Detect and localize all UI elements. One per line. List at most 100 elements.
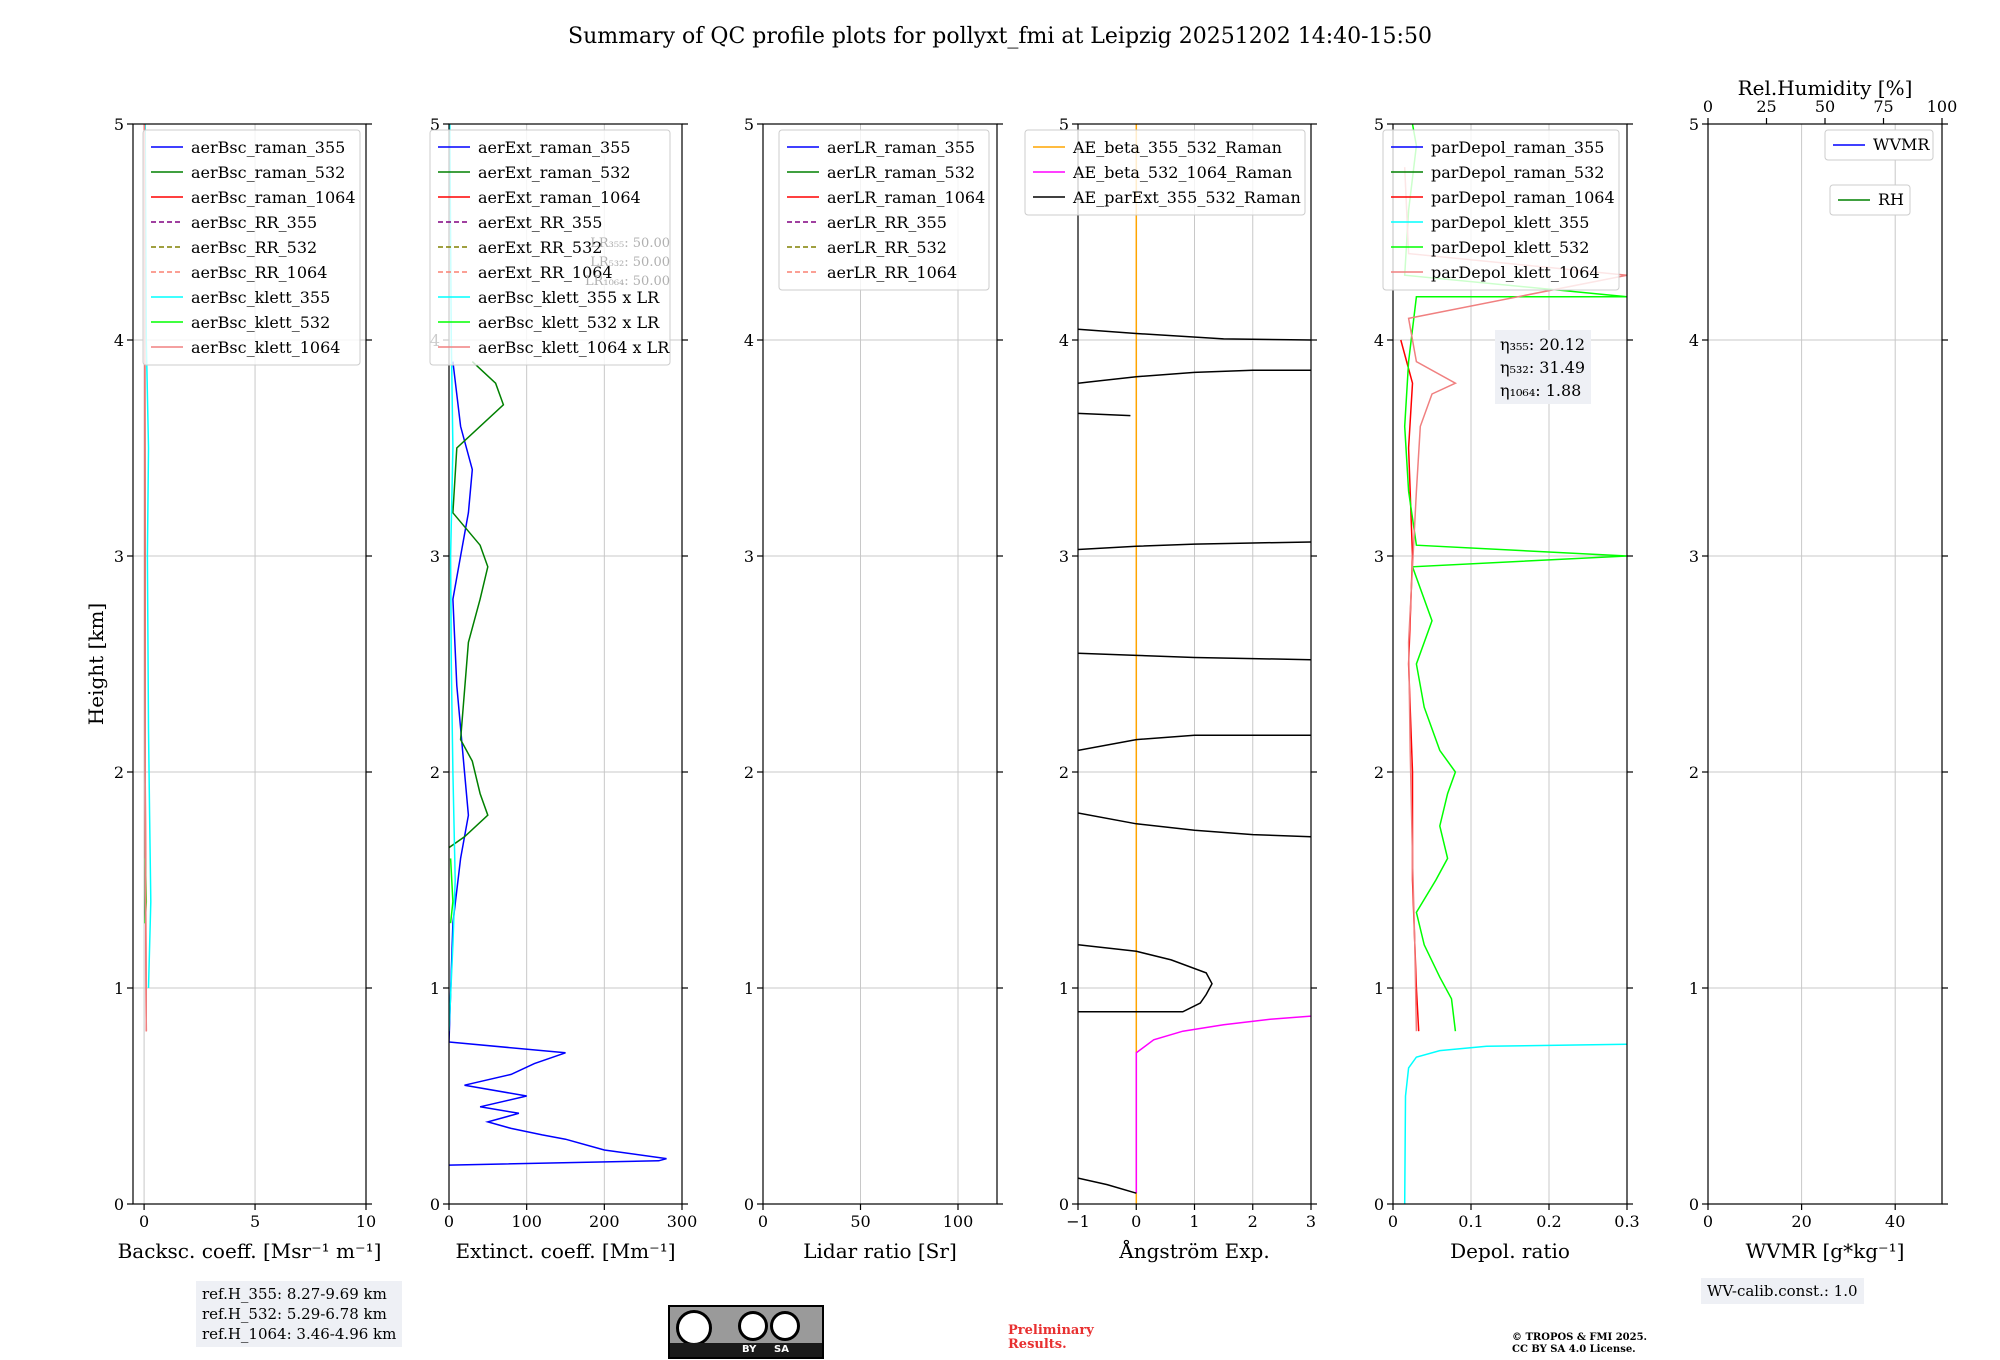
panel-wv: 0 20 40 0 1 2 3 4 5 WVMR [g*kg⁻¹] 0 25 50 75 100 Rel.Hu…	[1689, 76, 1957, 1263]
eta-annotation-box	[1495, 330, 1591, 404]
axes-frame-ext	[448, 123, 683, 1205]
eta-annotation: η₃₅₅: 20.12	[1500, 335, 1585, 354]
x-tick-label: 3	[1306, 1212, 1316, 1231]
eta-annotation: η₁₀₆₄: 1.88	[1500, 381, 1581, 400]
axes-frame-depol	[1392, 123, 1628, 1205]
legend-box	[1024, 129, 1306, 216]
panel-depol: 0 0.1 0.2 0.3 0 1 2 3 4 5 Depol. ratio parDepol_ram…	[1374, 115, 1640, 1263]
x-tick-label: 10	[356, 1212, 376, 1231]
plot-area-depol	[1400, 124, 1627, 1204]
x-tick-label: 300	[667, 1212, 698, 1231]
axes-frame-wv	[1707, 123, 1943, 1205]
x-tick-label: 5	[250, 1212, 260, 1231]
reference-height-note: ref.H_355: 8.27-9.69 km ref.H_532: 5.29-…	[196, 1281, 403, 1347]
x-axis-label-wv: WVMR [g*kg⁻¹]	[1746, 1239, 1905, 1263]
x-axis-label-depol: Depol. ratio	[1450, 1239, 1570, 1263]
x-tick-label: 0	[1388, 1212, 1398, 1231]
y-tick-label: 0	[1689, 1195, 1699, 1214]
legend-label-aerBsc_RR_1064: aerBsc_RR_1064	[191, 263, 327, 282]
legend-label-aerBsc_klett_532: aerBsc_klett_532	[191, 313, 330, 332]
ae-parext-segment-2	[1078, 734, 1311, 752]
lr-annotation: LR₁₀₆₄: 50.00	[585, 274, 670, 289]
series-parDepol_klett_532	[1403, 124, 1627, 1032]
legend-label-aerBsc_raman_532: aerBsc_raman_532	[191, 163, 345, 182]
x-tick-label: 0.3	[1614, 1212, 1639, 1231]
x-tick-label: 200	[589, 1212, 620, 1231]
x-tick-label: 50	[850, 1212, 870, 1231]
legend-ext: aerExt_raman_355 aerExt_raman_532 aerExt_r…	[429, 129, 671, 366]
series-aerBsc_klett_532 x LR	[449, 858, 454, 924]
y-tick-label: 2	[1374, 763, 1384, 782]
legend-label-aerBsc_klett_355 x LR: aerBsc_klett_355 x LR	[478, 288, 660, 307]
refH-532: ref.H_532: 5.29-6.78 km	[202, 1305, 387, 1323]
x-tick-label: 0.2	[1536, 1212, 1561, 1231]
panel-ext: 0100200300012345Extinct. coeff. [Mm⁻¹]ae…	[429, 115, 698, 1263]
ae-parext-segment-0	[1078, 944, 1213, 1013]
top-tick-label: 50	[1815, 97, 1835, 116]
y-tick-label: 1	[744, 979, 754, 998]
axes-frame-bsc	[132, 123, 367, 1205]
badge-sa-label: SA	[774, 1344, 789, 1355]
legend-label-aerBsc_RR_355: aerBsc_RR_355	[191, 213, 317, 232]
legend-box	[778, 129, 990, 291]
x-tick-label: 1	[1189, 1212, 1199, 1231]
top-tick-label: 100	[1927, 97, 1958, 116]
copyright-line-1: © TROPOS & FMI 2025.	[1512, 1332, 1648, 1343]
y-tick-label: 4	[114, 331, 124, 350]
legend-box	[429, 129, 671, 366]
x-tick-label: −1	[1066, 1212, 1090, 1231]
legend-depol: parDepol_raman_355 parDepol_raman_532 parD…	[1382, 129, 1620, 291]
x-tick-label: 100	[511, 1212, 542, 1231]
legend-label-parDepol_raman_355: parDepol_raman_355	[1431, 138, 1604, 157]
x-tick-label: 0	[758, 1212, 768, 1231]
top-tick-label: 25	[1756, 97, 1776, 116]
legend-label-aerExt_raman_355: aerExt_raman_355	[478, 138, 631, 157]
badge-label-bar: BY SA	[670, 1343, 822, 1357]
legend-label-WVMR: WVMR	[1873, 135, 1930, 154]
cc-by-sa-badge: BY SA	[668, 1305, 824, 1359]
top-tick-label: 75	[1873, 97, 1893, 116]
legend-label-aerBsc_RR_532: aerBsc_RR_532	[191, 238, 317, 257]
y-tick-label: 0	[744, 1195, 754, 1214]
lr-annotation: LR₅₃₂: 50.00	[590, 255, 670, 270]
ae-parext-segment-6	[1078, 369, 1311, 384]
legend-label-aerLR_raman_1064: aerLR_raman_1064	[827, 188, 985, 207]
refH-355: ref.H_355: 8.27-9.69 km	[202, 1285, 387, 1303]
x-tick-label: 0	[139, 1212, 149, 1231]
y-tick-label: 5	[1374, 115, 1384, 134]
legend-label-aerBsc_klett_1064: aerBsc_klett_1064	[191, 338, 340, 357]
wv-calibration-note: WV-calib.const.: 1.0	[1701, 1278, 1864, 1304]
y-tick-label: 5	[1059, 115, 1069, 134]
y-tick-label: 2	[744, 763, 754, 782]
y-tick-label: 0	[1374, 1195, 1384, 1214]
x-tick-label: 0	[1703, 1212, 1713, 1231]
preliminary-results-label: Preliminary Results.	[1008, 1324, 1094, 1352]
y-tick-label: 5	[744, 115, 754, 134]
y-tick-label: 1	[114, 979, 124, 998]
legend-label-aerExt_RR_532: aerExt_RR_532	[478, 238, 602, 257]
legend-label-aerLR_RR_1064: aerLR_RR_1064	[827, 263, 957, 282]
x-tick-label: 40	[1885, 1212, 1905, 1231]
legend-bsc: aerBsc_raman_355 aerBsc_raman_532 aerBsc_r…	[142, 129, 361, 366]
x-tick-label: 0.1	[1458, 1212, 1483, 1231]
y-tick-label: 3	[1374, 547, 1384, 566]
preliminary-line-1: Preliminary	[1008, 1323, 1094, 1338]
legend-ae: AE_beta_355_532_Raman AE_beta_532_1064_Ra…	[1024, 129, 1306, 216]
legend-box	[1382, 129, 1620, 291]
legend-label-aerLR_raman_355: aerLR_raman_355	[827, 138, 975, 157]
y-tick-label: 4	[1689, 331, 1699, 350]
legend-label-aerBsc_raman_355: aerBsc_raman_355	[191, 138, 345, 157]
badge-by-label: BY	[742, 1344, 757, 1355]
y-tick-label: 2	[114, 763, 124, 782]
y-tick-label: 4	[1059, 331, 1069, 350]
preliminary-line-2: Results.	[1008, 1337, 1067, 1352]
legend-lr: aerLR_raman_355 aerLR_raman_532 aerLR_rama…	[778, 129, 990, 291]
legend-label-aerBsc_klett_355: aerBsc_klett_355	[191, 288, 330, 307]
legend-label-RH: RH	[1878, 190, 1904, 209]
y-tick-label: 3	[114, 547, 124, 566]
legend-label-aerBsc_raman_1064: aerBsc_raman_1064	[191, 188, 356, 207]
y-tick-label: 1	[430, 979, 440, 998]
figure-title: Summary of QC profile plots for pollyxt_…	[568, 24, 1432, 49]
legend-label-parDepol_raman_532: parDepol_raman_532	[1431, 163, 1604, 182]
